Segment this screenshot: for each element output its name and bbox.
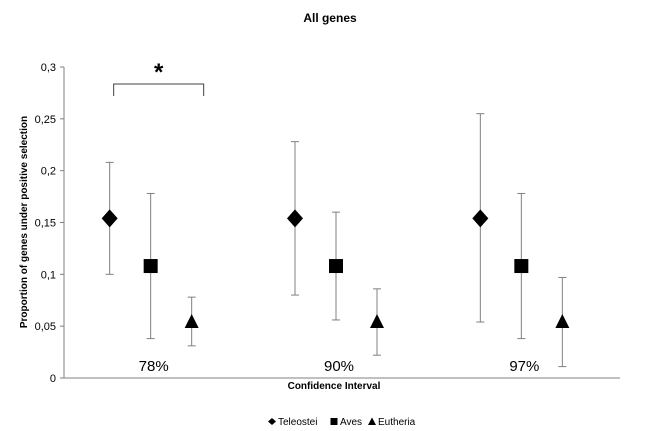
data-point-triangle xyxy=(184,314,199,329)
y-tick-label: 0,05 xyxy=(35,321,56,333)
legend-label: Teleostei xyxy=(278,417,317,428)
legend-marker-diamond xyxy=(268,418,276,425)
data-point-square xyxy=(514,259,529,274)
legend-label: Eutheria xyxy=(378,417,416,428)
y-tick-label: 0,3 xyxy=(41,62,56,74)
y-tick-label: 0 xyxy=(50,373,56,385)
y-tick-label: 0,1 xyxy=(41,269,56,281)
data-point-diamond xyxy=(101,209,118,228)
y-tick-label: 0,15 xyxy=(35,218,56,230)
y-axis-title: Proportion of genes under positive selec… xyxy=(19,116,30,328)
data-point-square xyxy=(143,259,158,274)
chart-title: All genes xyxy=(303,11,357,25)
category-label: 90% xyxy=(324,358,354,375)
data-point-diamond xyxy=(287,209,303,228)
data-point-triangle xyxy=(370,314,384,329)
category-label: 97% xyxy=(509,358,539,375)
x-axis-title: Confidence Interval xyxy=(288,381,381,392)
data-point-square xyxy=(329,259,343,274)
significance-bracket xyxy=(113,83,205,96)
legend-marker-square xyxy=(330,418,338,425)
data-point-triangle xyxy=(555,314,570,329)
legend-label: Aves xyxy=(340,417,362,428)
y-tick-label: 0,2 xyxy=(41,166,56,178)
legend: Teleostei Aves Eutheria xyxy=(268,417,416,428)
legend-marker-triangle xyxy=(368,417,376,425)
category-label: 78% xyxy=(139,358,169,375)
plot-area: 0 0,05 0,1 0,15 0,2 0,25 0,3 78% 90% 97% * xyxy=(35,59,620,385)
significance-star: * xyxy=(154,59,164,86)
y-tick-label: 0,25 xyxy=(35,114,56,126)
data-point-diamond xyxy=(472,209,489,228)
